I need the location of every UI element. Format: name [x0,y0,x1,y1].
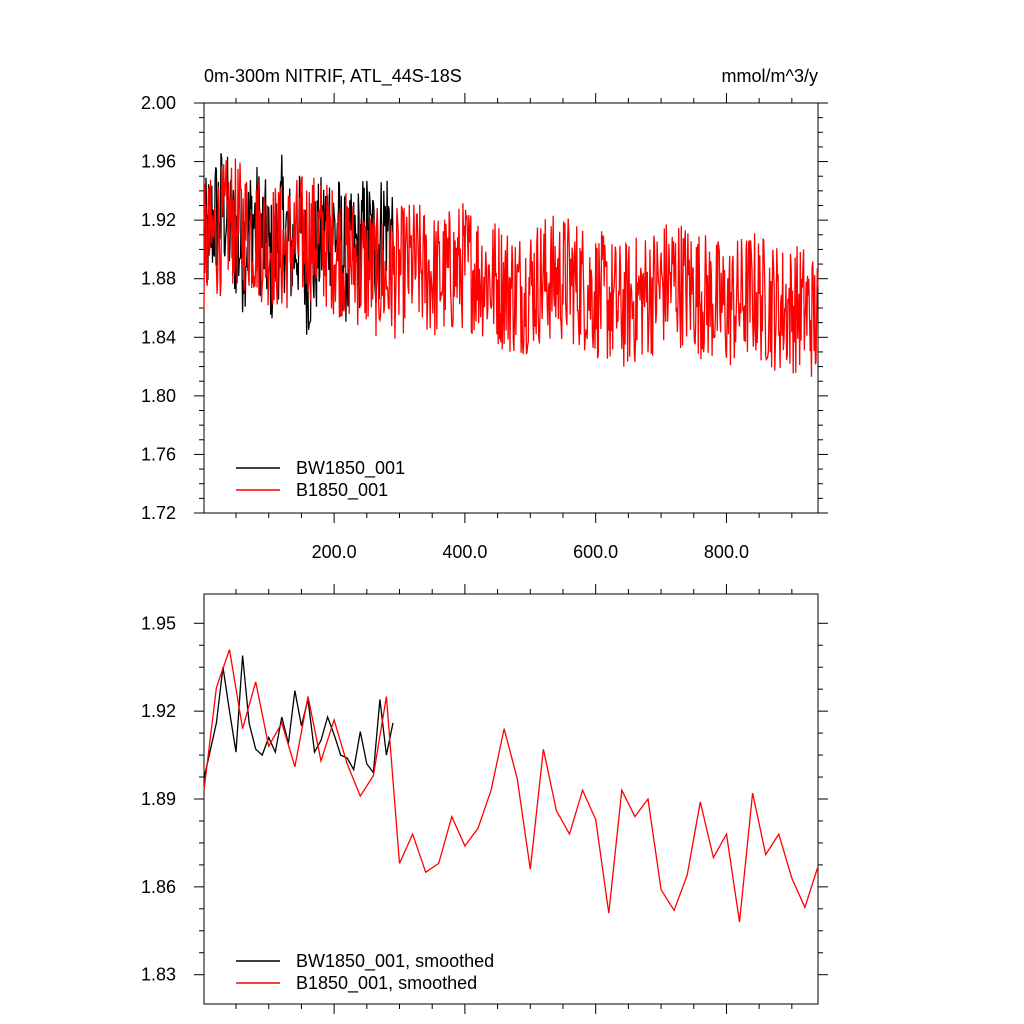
legend-label-b1850-smoothed: B1850_001, smoothed [296,973,477,994]
top-ytick-label: 1.88 [141,269,176,289]
bottom-panel: 1.83 1.86 1.89 1.92 1.95 BW1850_001, smoothe… [141,584,828,1014]
top-series [203,153,819,377]
bottom-series-bw1850 [203,655,394,779]
bottom-axes: 1.83 1.86 1.89 1.92 1.95 [141,584,828,1014]
top-units: mmol/m^3/y [722,66,818,86]
top-axes: 1.72 1.76 1.80 1.84 1.88 1.92 1.96 2.00 200.0 400… [141,93,828,562]
top-ytick-label: 1.72 [141,503,176,523]
bottom-ytick-label: 1.83 [141,965,176,985]
top-series-b1850 [203,158,819,377]
top-xtick-label: 600.0 [573,542,618,562]
bottom-ytick-label: 1.95 [141,613,176,633]
top-ytick-label: 1.84 [141,327,176,347]
top-ytick-label: 1.92 [141,210,176,230]
bottom-legend: BW1850_001, smoothed B1850_001, smoothed [236,951,494,994]
bottom-ytick-label: 1.92 [141,701,176,721]
top-xtick-label: 400.0 [442,542,487,562]
top-ytick-label: 2.00 [141,93,176,113]
bottom-ytick-label: 1.89 [141,789,176,809]
top-panel: 0m-300m NITRIF, ATL_44S-18S mmol/m^3/y 1… [141,66,828,562]
top-ytick-label: 1.96 [141,152,176,172]
legend-label-b1850: B1850_001 [296,480,388,501]
top-xtick-label: 800.0 [704,542,749,562]
bottom-series-b1850 [203,649,819,923]
top-title: 0m-300m NITRIF, ATL_44S-18S [204,66,462,87]
top-legend: BW1850_001 B1850_001 [236,458,405,501]
top-ytick-label: 1.80 [141,386,176,406]
bottom-ytick-label: 1.86 [141,877,176,897]
top-ytick-label: 1.76 [141,444,176,464]
bottom-series [203,649,819,923]
top-xtick-label: 200.0 [312,542,357,562]
legend-label-bw1850: BW1850_001 [296,458,405,479]
legend-label-bw1850-smoothed: BW1850_001, smoothed [296,951,494,972]
bottom-plot-frame [203,593,819,1005]
